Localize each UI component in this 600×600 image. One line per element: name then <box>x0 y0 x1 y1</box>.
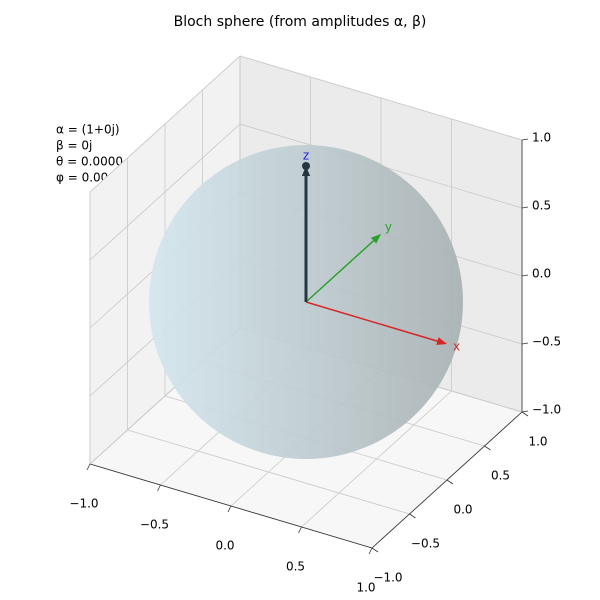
z-tick-label: 0.5 <box>532 199 551 213</box>
x-tick <box>368 547 373 555</box>
z-tick <box>521 274 529 277</box>
z-tick-label: 1.0 <box>532 131 551 145</box>
axis-arrow-head <box>436 337 447 345</box>
axis-arrow <box>305 236 379 303</box>
z-tick <box>521 138 529 141</box>
axis-label: x <box>453 339 460 353</box>
z-tick <box>521 410 529 413</box>
y-tick <box>371 547 379 553</box>
x-tick <box>298 526 302 534</box>
y-tick <box>484 445 491 451</box>
x-tick <box>86 463 91 471</box>
x-tick-label: 0.5 <box>286 560 305 574</box>
chart-title: Bloch sphere (from amplitudes α, β) <box>174 14 427 30</box>
x-tick-label: 1.0 <box>356 581 375 595</box>
grid-line <box>239 55 523 141</box>
bloch-vector-head <box>302 166 310 176</box>
grid-line <box>89 123 241 261</box>
grid-line <box>89 55 241 193</box>
y-tick-label: −1.0 <box>373 571 402 585</box>
x-tick-label: −0.5 <box>140 518 169 532</box>
z-tick-label: −1.0 <box>532 403 561 417</box>
y-tick-label: 0.0 <box>453 503 472 517</box>
x-tick <box>157 484 161 492</box>
annotation-line: β = 0j <box>56 139 92 153</box>
axis-label: y <box>385 220 392 234</box>
grid-line <box>127 429 410 515</box>
y-tick <box>521 411 529 417</box>
axis-label: z <box>303 149 309 163</box>
y-tick-label: 0.5 <box>491 469 510 483</box>
bloch-point <box>302 162 310 170</box>
axis-arrow <box>305 301 444 344</box>
axis-arrow-head <box>370 234 381 244</box>
x-tick <box>227 505 232 513</box>
z-tick-label: −0.5 <box>532 335 561 349</box>
x-tick-label: 0.0 <box>215 539 234 553</box>
y-tick <box>409 513 416 519</box>
y-tick-label: 1.0 <box>528 435 547 449</box>
z-tick-label: 0.0 <box>532 267 551 281</box>
z-tick <box>521 206 529 209</box>
z-tick <box>521 342 529 345</box>
y-tick <box>446 479 454 485</box>
y-tick-label: −0.5 <box>411 537 440 551</box>
annotation-line: α = (1+0j) <box>56 123 120 137</box>
x-tick-label: −1.0 <box>69 497 98 511</box>
